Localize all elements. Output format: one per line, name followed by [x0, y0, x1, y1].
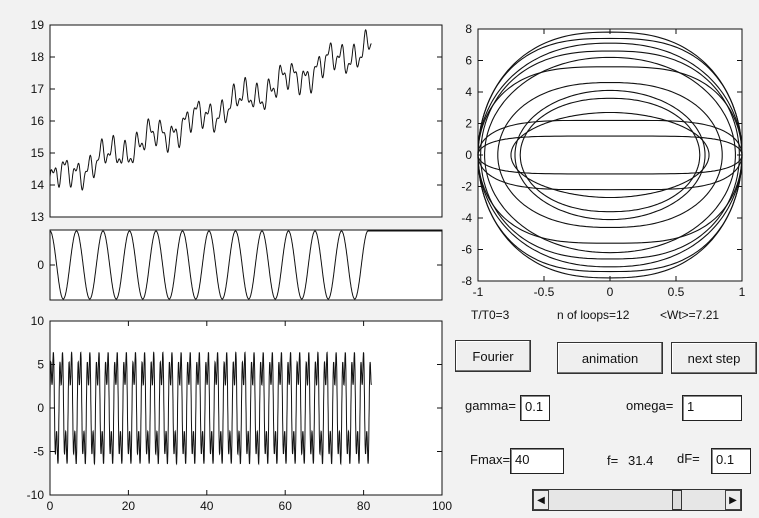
plot-force-axes — [49, 229, 443, 301]
ytick-label: 0 — [37, 258, 44, 272]
phase-loop — [497, 82, 723, 228]
frequency-value: 31.4 — [628, 453, 654, 468]
slider-thumb[interactable] — [672, 490, 682, 510]
plot-oscillation-yticks: -10 -5 0 5 10 — [27, 314, 442, 502]
ytick-label: -2 — [461, 180, 472, 194]
oscillation-series-line — [49, 351, 372, 466]
period-ratio-label: T/T0=3 — [471, 308, 510, 322]
phase-curves — [477, 31, 743, 279]
plot-drift: 13 14 15 16 17 18 19 — [31, 18, 443, 224]
ytick-label: 16 — [31, 114, 45, 128]
loop-count-label: n of loops=12 — [557, 308, 630, 322]
plot-phase-axes — [477, 28, 743, 282]
ytick-label: 5 — [37, 358, 44, 372]
phase-loop — [484, 56, 736, 254]
ytick-label: 18 — [31, 50, 45, 64]
force-series-line — [49, 230, 442, 300]
ytick-label: 10 — [31, 314, 45, 328]
ytick-label: -6 — [461, 243, 472, 257]
gamma-label: gamma= — [465, 398, 516, 413]
drift-series-line — [49, 28, 372, 191]
xtick-label: 100 — [432, 499, 452, 513]
fmax-label: Fmax= — [470, 452, 511, 467]
gamma-input[interactable]: 0.1 — [520, 395, 550, 421]
next-step-button[interactable]: next step — [671, 342, 757, 374]
ytick-label: 15 — [31, 146, 45, 160]
ytick-label: 17 — [31, 82, 45, 96]
plot-phase-yticks: -8 -6 -4 -2 0 2 4 6 8 — [461, 22, 742, 288]
phase-loop — [510, 111, 710, 199]
xtick-label: 20 — [122, 499, 136, 513]
frequency-label: f= — [607, 453, 619, 468]
xtick-label: 0.5 — [668, 285, 685, 299]
plot-oscillation-xticks: 0 20 40 60 80 100 — [47, 321, 452, 513]
df-label: dF= — [677, 451, 700, 466]
xtick-label: 40 — [200, 499, 214, 513]
fmax-input[interactable]: 40 — [510, 448, 564, 474]
xtick-label: 0 — [47, 499, 54, 513]
xtick-label: 0 — [607, 285, 614, 299]
ytick-label: -5 — [33, 445, 44, 459]
ytick-label: 4 — [465, 85, 472, 99]
slider-right-arrow-icon[interactable]: ▶ — [725, 490, 741, 510]
xtick-label: 80 — [357, 499, 371, 513]
xtick-label: 1 — [739, 285, 746, 299]
phase-loop — [480, 50, 740, 260]
frequency-slider[interactable]: ◀ ▶ — [532, 489, 742, 511]
ytick-label: 0 — [465, 148, 472, 162]
phase-loop — [514, 89, 706, 221]
ytick-label: 0 — [37, 401, 44, 415]
ytick-label: -8 — [461, 274, 472, 288]
ytick-label: -4 — [461, 211, 472, 225]
plot-force-yticks: 0 — [37, 258, 442, 272]
plot-phase-portrait: -8 -6 -4 -2 0 2 4 6 8 -1 -0.5 0 0.5 1 — [461, 22, 745, 299]
xtick-label: 60 — [279, 499, 293, 513]
ytick-label: 19 — [31, 18, 45, 32]
xtick-label: -0.5 — [534, 285, 555, 299]
omega-input[interactable]: 1 — [682, 395, 742, 421]
ytick-label: 6 — [465, 54, 472, 68]
plot-oscillation: -10 -5 0 5 10 0 20 40 60 80 100 — [27, 314, 453, 513]
ytick-label: 2 — [465, 117, 472, 131]
df-input[interactable]: 0.1 — [711, 448, 751, 474]
ytick-label: 13 — [31, 210, 45, 224]
mean-energy-label: <Wt>=7.21 — [660, 308, 720, 322]
ytick-label: -10 — [27, 488, 45, 502]
plot-drift-yticks: 13 14 15 16 17 18 19 — [31, 18, 442, 224]
plot-phase-xticks: -1 -0.5 0 0.5 1 — [473, 29, 746, 299]
ytick-label: 8 — [465, 22, 472, 36]
phase-loop — [519, 97, 701, 213]
slider-left-arrow-icon[interactable]: ◀ — [533, 490, 549, 510]
plot-drift-axes — [49, 24, 443, 218]
omega-label: omega= — [626, 398, 674, 413]
animation-button[interactable]: animation — [557, 342, 663, 374]
xtick-label: -1 — [473, 285, 484, 299]
plot-force: 0 — [37, 229, 443, 301]
ytick-label: 14 — [31, 178, 45, 192]
fourier-button[interactable]: Fourier — [455, 340, 531, 372]
phase-loop — [477, 135, 743, 175]
